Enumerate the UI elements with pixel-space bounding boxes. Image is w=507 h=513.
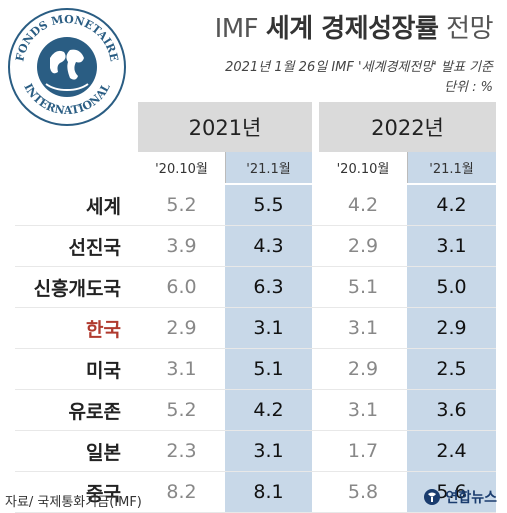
value-cell: 5.8 <box>347 481 379 503</box>
row-label: 일본 <box>86 441 121 464</box>
value-cell: 3.1 <box>407 226 496 266</box>
value-cell: 2.5 <box>407 349 496 389</box>
table-row: 미국 3.1 5.1 2.9 2.5 <box>15 349 496 390</box>
month-header: '21.1월 <box>225 152 312 183</box>
unit-label: 단위 : % <box>444 80 493 95</box>
value-cell: 6.0 <box>166 276 197 298</box>
value-cell: 4.2 <box>347 194 379 216</box>
brand: 연합뉴스 <box>423 487 497 507</box>
row-divider <box>15 471 496 472</box>
table-row: 선진국 3.9 4.3 2.9 3.1 <box>15 226 496 267</box>
value-cell: 8.1 <box>225 472 312 512</box>
row-divider <box>15 266 496 267</box>
column-divider <box>407 152 408 183</box>
month-header: '20.10월 <box>319 152 407 183</box>
month-header-group-2021: '20.10월 '21.1월 <box>138 152 312 183</box>
row-label: 세계 <box>86 195 121 218</box>
value-cell: 4.3 <box>225 226 312 266</box>
column-divider <box>225 152 226 183</box>
row-label: 유로존 <box>68 400 121 423</box>
value-cell: 1.7 <box>347 440 379 462</box>
page-title: IMF 세계 경제성장률 전망 <box>214 14 494 44</box>
value-cell: 4.2 <box>225 390 312 430</box>
row-divider <box>15 307 496 308</box>
year-header-2022: 2022년 <box>319 102 496 152</box>
row-label: 미국 <box>86 359 121 382</box>
table-row: 일본 2.3 3.1 1.7 2.4 <box>15 431 496 472</box>
year-header-2021: 2021년 <box>138 102 312 152</box>
value-cell: 5.5 <box>225 185 312 225</box>
value-cell: 2.9 <box>347 358 379 380</box>
table-row: 유로존 5.2 4.2 3.1 3.6 <box>15 390 496 431</box>
table-row: 중국 8.2 8.1 5.8 5.6 <box>15 472 496 513</box>
row-label: 한국 <box>86 318 121 341</box>
value-cell: 3.1 <box>225 431 312 471</box>
row-divider <box>15 389 496 390</box>
row-divider <box>15 225 496 226</box>
value-cell: 4.2 <box>407 185 496 225</box>
value-cell: 2.3 <box>166 440 197 462</box>
value-cell: 5.2 <box>166 194 197 216</box>
yonhap-logo-icon <box>424 489 441 505</box>
row-label: 신흥개도국 <box>33 277 121 300</box>
month-header-group-2022: '20.10월 '21.1월 <box>319 152 496 183</box>
value-cell: 5.1 <box>347 276 379 298</box>
row-divider <box>15 430 496 431</box>
table-row: 신흥개도국 6.0 6.3 5.1 5.0 <box>15 267 496 308</box>
row-divider <box>15 348 496 349</box>
table-row: 한국 2.9 3.1 3.1 2.9 <box>15 308 496 349</box>
value-cell: 5.1 <box>225 349 312 389</box>
source-note: 자료/ 국제통화기금(IMF) <box>5 495 142 510</box>
value-cell: 2.9 <box>166 317 197 339</box>
value-cell: 5.0 <box>407 267 496 307</box>
value-cell: 3.1 <box>225 308 312 348</box>
value-cell: 3.1 <box>166 358 197 380</box>
value-cell: 3.1 <box>347 317 379 339</box>
value-cell: 3.1 <box>347 399 379 421</box>
value-cell: 3.9 <box>166 235 197 257</box>
imf-logo: FONDS MONETAIRE INTERNATIONAL <box>8 8 126 126</box>
value-cell: 5.2 <box>166 399 197 421</box>
value-cell: 2.4 <box>407 431 496 471</box>
value-cell: 2.9 <box>407 308 496 348</box>
value-cell: 5.6 <box>407 472 496 512</box>
row-label: 중국 <box>86 482 121 505</box>
month-header: '21.1월 <box>407 152 496 183</box>
month-header: '20.10월 <box>138 152 225 183</box>
subtitle: 2021년 1월 26일 IMF '세계경제전망' 발표 기준 <box>225 60 493 75</box>
value-cell: 2.9 <box>347 235 379 257</box>
value-cell: 3.6 <box>407 390 496 430</box>
value-cell: 8.2 <box>166 481 197 503</box>
table-row: 세계 5.2 5.5 4.2 4.2 <box>15 185 496 226</box>
value-cell: 6.3 <box>225 267 312 307</box>
row-label: 선진국 <box>68 236 121 259</box>
